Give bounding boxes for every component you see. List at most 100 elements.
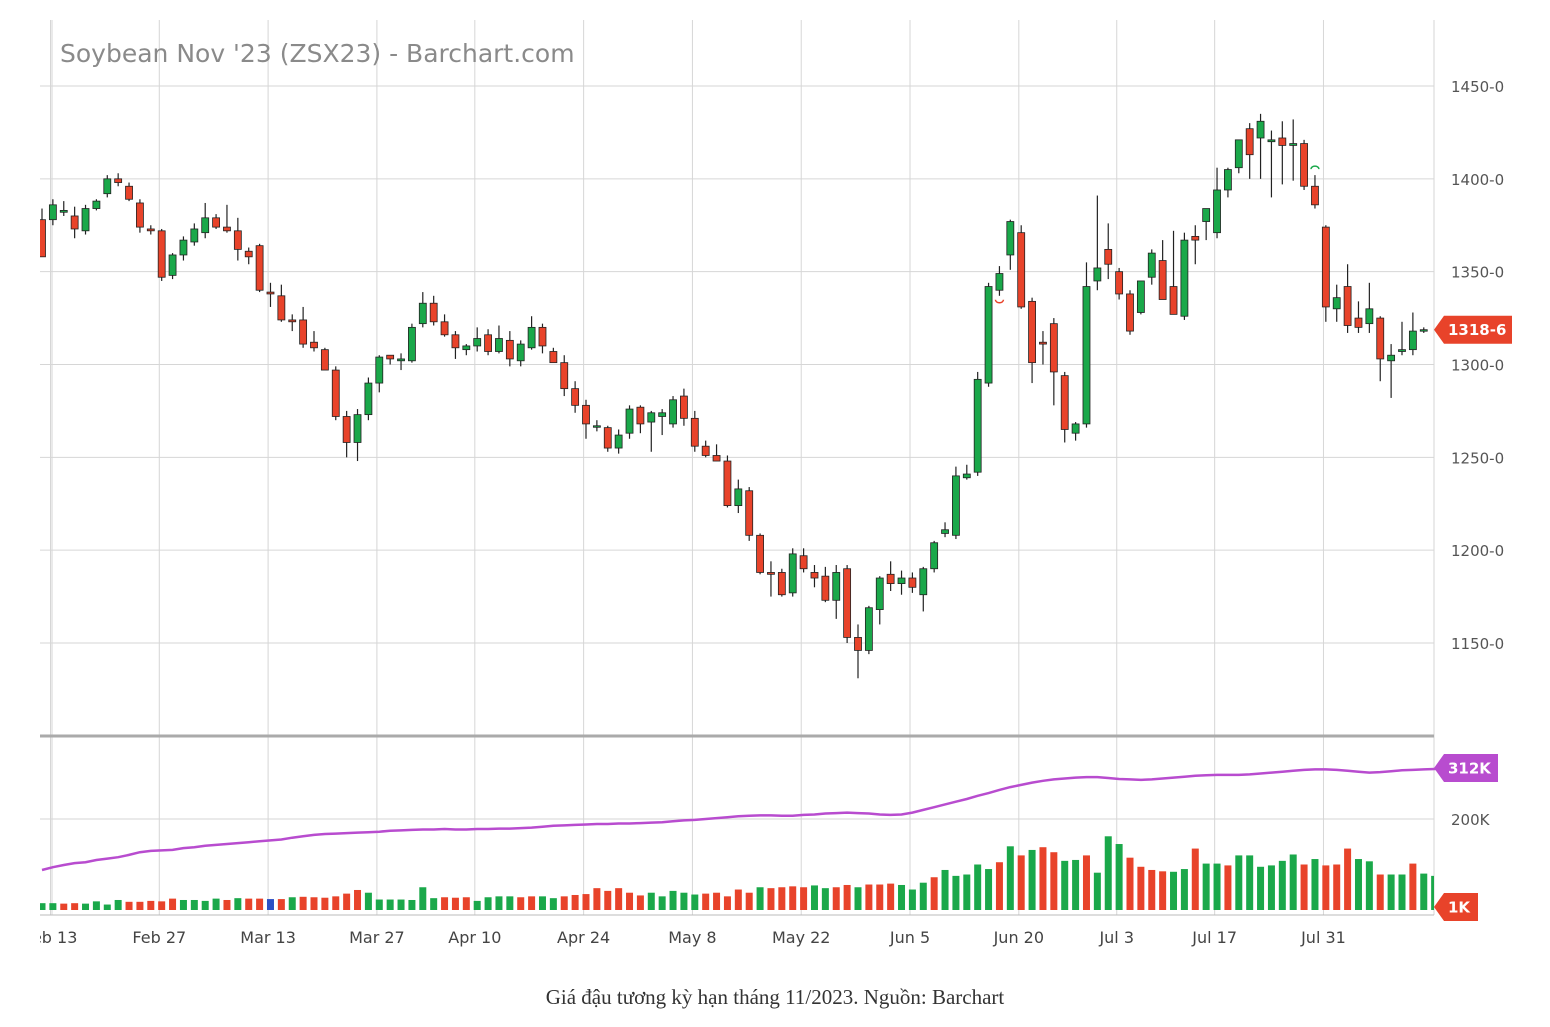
low-marker	[994, 299, 1005, 304]
volume-bar	[1235, 855, 1243, 910]
candle-body	[680, 395, 688, 419]
candle-body	[440, 321, 449, 336]
date-tick-label: May 22	[772, 928, 831, 947]
date-axis: Feb 13 Feb 27 Mar 13 Mar 27 Apr 10 Apr 24 May …	[40, 928, 1346, 947]
candle-body	[1158, 260, 1167, 300]
last-price-badge: 1318-6	[1448, 321, 1506, 339]
candle-body	[92, 200, 101, 209]
candle-body	[669, 399, 677, 425]
volume-bar	[451, 897, 459, 910]
volume-bar	[974, 864, 982, 910]
candle-body	[690, 417, 699, 447]
volume-bar	[1289, 854, 1297, 910]
candle-body	[962, 473, 971, 479]
price-tick-label: 1200-0	[1451, 542, 1504, 560]
volume-bar	[1148, 869, 1156, 910]
volume-bar	[810, 885, 818, 910]
volume-bar	[364, 892, 372, 910]
candle-body	[451, 334, 460, 349]
candle-body	[1060, 375, 1069, 430]
volume-bar	[538, 896, 546, 910]
volume-bar	[1431, 875, 1434, 910]
candle-body	[625, 408, 634, 434]
volume-bar	[1191, 848, 1199, 910]
candle-body	[136, 202, 144, 228]
volume-bar	[321, 897, 329, 910]
candle-body	[712, 455, 721, 462]
volume-bar	[1387, 874, 1395, 910]
value-badges: 1318-6 312K 1K	[1434, 315, 1512, 921]
candle-body	[538, 326, 547, 347]
volume-bar	[821, 888, 829, 910]
volume-bar	[1126, 857, 1134, 910]
date-tick-label: May 8	[668, 928, 716, 947]
volume-bar	[1398, 874, 1406, 910]
candle-body	[821, 575, 830, 601]
candle-body	[734, 488, 743, 507]
volume-bar	[952, 875, 960, 910]
volume-bar	[560, 896, 568, 910]
candle-body	[146, 228, 155, 232]
candle-body	[527, 326, 536, 349]
volume-bar	[680, 892, 688, 910]
candle-body	[756, 534, 764, 573]
last-volume-badge-bg	[1434, 893, 1478, 921]
volume-bar	[1072, 859, 1080, 910]
volume-bar	[288, 897, 296, 910]
chart-title: Soybean Nov '23 (ZSX23) - Barchart.com	[60, 39, 575, 68]
candle-body	[1049, 323, 1058, 373]
candle-body	[864, 607, 873, 651]
volume-bar	[40, 903, 46, 910]
date-tick-label: Mar 27	[349, 928, 405, 947]
volume-bar	[636, 895, 644, 910]
candle-body	[1398, 349, 1406, 352]
open-interest-badge-bg	[1434, 754, 1498, 783]
candle-body	[984, 286, 993, 384]
volume-bar	[1224, 865, 1232, 910]
candle-body	[277, 295, 286, 321]
candle-body	[777, 572, 786, 596]
chart-grid	[40, 20, 1435, 916]
date-tick-label: Jul 31	[1300, 928, 1346, 947]
price-tick-label: 1350-0	[1451, 264, 1504, 282]
volume-bar	[82, 903, 90, 910]
candle-body	[1017, 232, 1026, 308]
volume-bar	[604, 890, 612, 910]
volume-bar	[1344, 848, 1352, 910]
volume-bar	[582, 894, 590, 910]
candle-body	[1354, 317, 1363, 328]
volume-bar	[430, 898, 438, 910]
volume-bar	[201, 900, 209, 910]
volume-bar	[299, 896, 307, 910]
candle-body	[1321, 226, 1330, 308]
volume-bar	[1202, 863, 1210, 910]
candle-body	[266, 291, 275, 295]
candle-body	[919, 568, 928, 596]
price-tick-label: 1250-0	[1451, 449, 1504, 467]
volume-bar	[1115, 844, 1123, 910]
candle-body	[854, 637, 862, 651]
candle-body	[1115, 271, 1124, 295]
candle-body	[114, 178, 123, 183]
candle-body	[1071, 423, 1080, 434]
volume-bar	[745, 892, 753, 910]
volume-bar	[800, 887, 808, 910]
candle-body	[299, 319, 308, 345]
volume-bar	[593, 888, 601, 910]
volume-bar	[60, 903, 68, 910]
volume-bar	[756, 887, 764, 910]
candle-body	[1267, 139, 1276, 143]
candle-body	[1256, 120, 1265, 139]
volume-bar	[245, 898, 253, 910]
candle-body	[375, 356, 384, 384]
candle-body	[886, 573, 895, 584]
volume-bar	[310, 897, 318, 910]
volume-bar	[169, 898, 177, 910]
candle-body	[342, 416, 351, 443]
candle-body	[288, 319, 297, 323]
volume-bar	[147, 900, 155, 910]
candle-body	[810, 572, 819, 579]
candle-body	[843, 568, 852, 638]
volume-bar	[1246, 855, 1254, 910]
